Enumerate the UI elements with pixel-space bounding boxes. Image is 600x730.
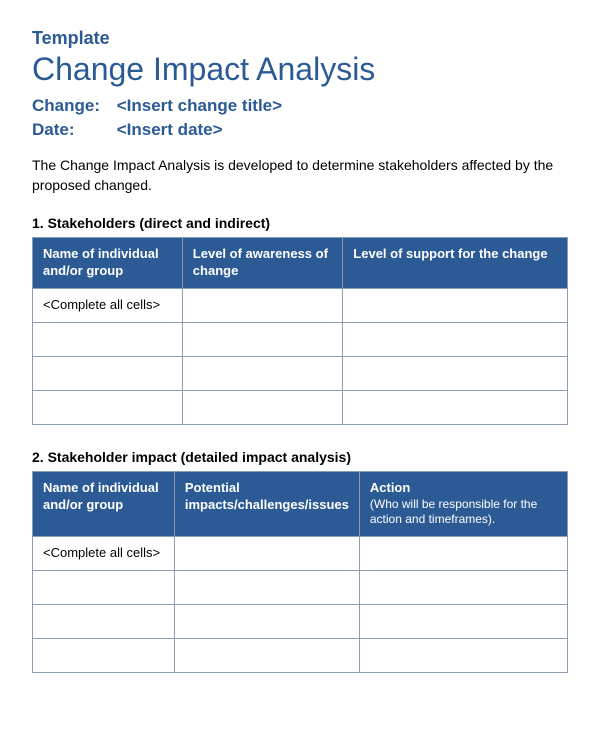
section1-title: 1. Stakeholders (direct and indirect) <box>32 215 568 231</box>
change-row: Change: <Insert change title> <box>32 96 568 116</box>
table-cell <box>33 390 183 424</box>
date-row: Date: <Insert date> <box>32 120 568 140</box>
table-cell <box>174 605 359 639</box>
column-header: Action(Who will be responsible for the a… <box>359 471 567 536</box>
column-header: Potential impacts/challenges/issues <box>174 471 359 536</box>
table-row: <Complete all cells> <box>33 537 568 571</box>
table-cell <box>33 639 175 673</box>
table-cell <box>182 288 343 322</box>
section2-title: 2. Stakeholder impact (detailed impact a… <box>32 449 568 465</box>
change-value: <Insert change title> <box>117 96 282 115</box>
column-header: Name of individual and/or group <box>33 238 183 289</box>
table-cell <box>174 571 359 605</box>
table-cell <box>174 537 359 571</box>
column-header: Name of individual and/or group <box>33 471 175 536</box>
change-label: Change: <box>32 96 112 116</box>
table-row <box>33 356 568 390</box>
table-row <box>33 322 568 356</box>
table-cell: <Complete all cells> <box>33 537 175 571</box>
table-row: <Complete all cells> <box>33 288 568 322</box>
table-cell <box>343 390 568 424</box>
table-row <box>33 571 568 605</box>
date-value: <Insert date> <box>117 120 223 139</box>
stakeholders-table: Name of individual and/or groupLevel of … <box>32 237 568 425</box>
main-title: Change Impact Analysis <box>32 51 568 88</box>
date-label: Date: <box>32 120 112 140</box>
table-cell <box>33 571 175 605</box>
table-cell <box>33 605 175 639</box>
table-row <box>33 390 568 424</box>
table-cell <box>359 605 567 639</box>
table-row <box>33 605 568 639</box>
table-cell <box>343 322 568 356</box>
table-cell <box>182 390 343 424</box>
template-label: Template <box>32 28 568 49</box>
stakeholder-impact-table: Name of individual and/or groupPotential… <box>32 471 568 673</box>
table-cell <box>182 322 343 356</box>
table-cell: <Complete all cells> <box>33 288 183 322</box>
column-header: Level of support for the change <box>343 238 568 289</box>
table-row <box>33 639 568 673</box>
table-cell <box>359 537 567 571</box>
table-cell <box>182 356 343 390</box>
table-cell <box>359 571 567 605</box>
table-cell <box>343 288 568 322</box>
intro-text: The Change Impact Analysis is developed … <box>32 156 568 195</box>
table-cell <box>33 322 183 356</box>
column-header: Level of awareness of change <box>182 238 343 289</box>
table-cell <box>174 639 359 673</box>
table-cell <box>359 639 567 673</box>
table-cell <box>343 356 568 390</box>
table-cell <box>33 356 183 390</box>
